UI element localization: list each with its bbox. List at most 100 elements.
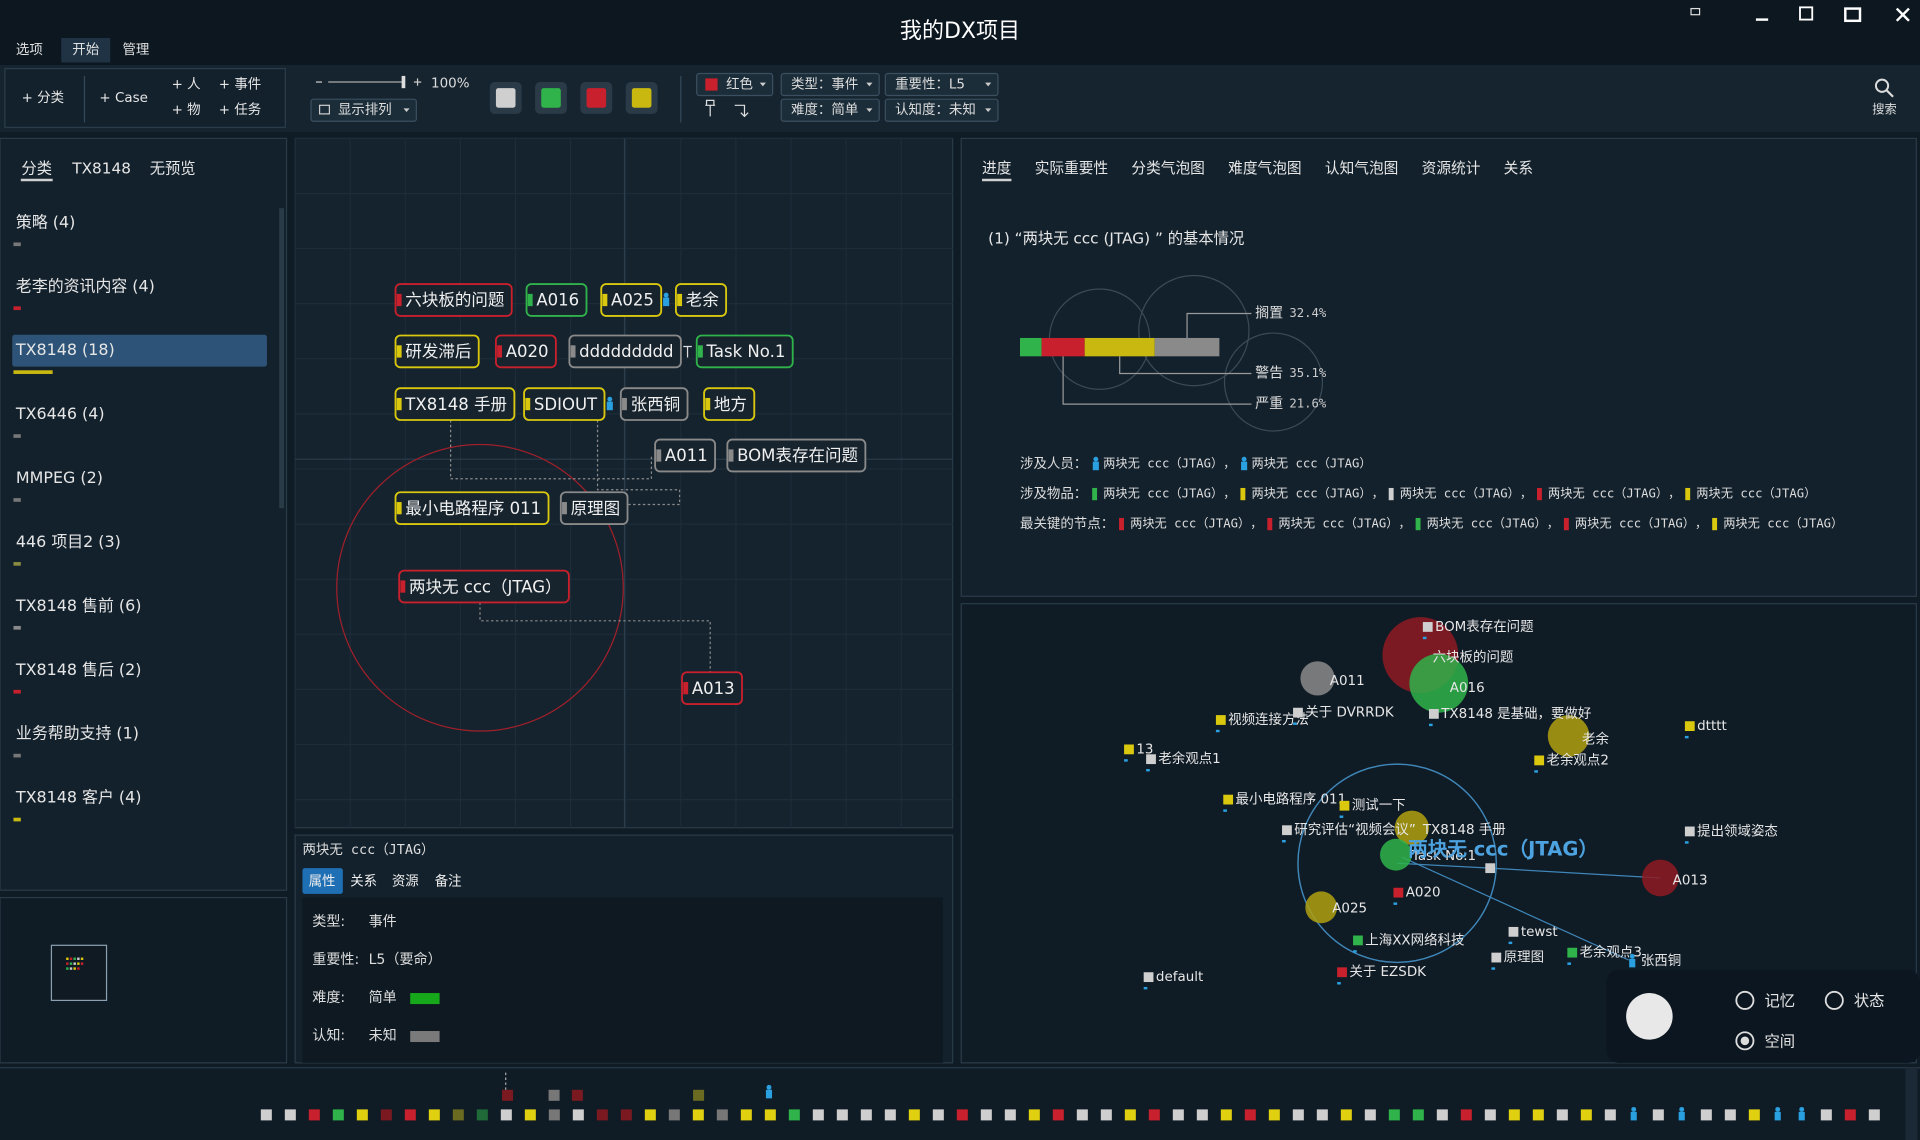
- graph-label[interactable]: 老余观点1: [1158, 750, 1220, 767]
- canvas-node[interactable]: [394, 334, 480, 369]
- category-item[interactable]: MMPEG (2): [16, 468, 103, 487]
- right-tab[interactable]: 难度气泡图: [1228, 160, 1301, 177]
- graph-label[interactable]: 老余观点3: [1580, 944, 1642, 961]
- toolbar-button[interactable]: + Case: [99, 91, 147, 106]
- left-tab[interactable]: TX8148: [71, 159, 131, 177]
- node-label[interactable]: 研发滞后: [405, 342, 471, 361]
- detail-tab[interactable]: 备注: [435, 873, 462, 890]
- row-item[interactable]: 两块无 ccc（JTAG）: [1696, 487, 1816, 501]
- node-label[interactable]: A016: [536, 291, 579, 310]
- graph-label[interactable]: 研究评估“视频会议”: [1294, 822, 1416, 838]
- node-label[interactable]: TX8148 手册: [404, 395, 507, 414]
- row-item[interactable]: 两块无 ccc（JTAG）: [1251, 457, 1371, 471]
- canvas-node[interactable]: [619, 387, 689, 421]
- right-tab[interactable]: 关系: [1504, 160, 1533, 177]
- filter-label[interactable]: 难度：简单: [791, 101, 858, 118]
- row-item[interactable]: 两块无 ccc（JTAG）: [1575, 517, 1695, 531]
- graph-label[interactable]: A016: [1450, 681, 1485, 696]
- canvas-node[interactable]: [681, 671, 743, 705]
- right-tab[interactable]: 实际重要性: [1035, 160, 1108, 177]
- detail-tab[interactable]: 资源: [392, 874, 419, 890]
- node-label[interactable]: SDIOUT: [534, 395, 598, 414]
- node-label[interactable]: A020: [506, 342, 549, 361]
- radio-button[interactable]: [1824, 990, 1844, 1010]
- category-item[interactable]: 策略 (4): [16, 212, 75, 231]
- toolbar-button[interactable]: + 事件: [219, 76, 261, 92]
- graph-label[interactable]: 测试一下: [1352, 798, 1406, 814]
- graph-label[interactable]: 老余: [1582, 731, 1609, 748]
- filter-label[interactable]: 重要性：L5: [895, 76, 965, 92]
- canvas-node[interactable]: [600, 283, 663, 317]
- category-item[interactable]: TX8148 售前 (6): [15, 596, 142, 615]
- graph-label[interactable]: 提出领域姿态: [1697, 823, 1778, 839]
- canvas-node[interactable]: [394, 283, 513, 317]
- canvas-node[interactable]: [654, 438, 716, 473]
- graph-label[interactable]: 上海XX网络科技: [1365, 932, 1464, 948]
- row-item[interactable]: 两块无 ccc（JTAG）: [1278, 517, 1398, 531]
- canvas-node[interactable]: [675, 283, 728, 317]
- category-item[interactable]: TX8148 客户 (4): [15, 788, 142, 807]
- left-tab[interactable]: 无预览: [150, 159, 196, 177]
- category-item[interactable]: TX8148 (18): [15, 340, 115, 359]
- right-tab[interactable]: 资源统计: [1422, 160, 1481, 177]
- graph-label[interactable]: A025: [1332, 902, 1367, 917]
- graph-label[interactable]: A011: [1330, 674, 1365, 689]
- graph-label[interactable]: 六块板的问题: [1433, 650, 1514, 666]
- row-item[interactable]: 两块无 ccc（JTAG）: [1400, 487, 1520, 501]
- node-label[interactable]: 两块无 ccc（JTAG）: [409, 577, 562, 596]
- radio-button[interactable]: [1735, 1031, 1755, 1051]
- category-item[interactable]: 446 项目2 (3): [16, 532, 121, 551]
- graph-label[interactable]: BOM表存在问题: [1435, 619, 1533, 635]
- canvas-node[interactable]: [695, 334, 794, 369]
- graph-label[interactable]: A020: [1406, 886, 1441, 901]
- category-item[interactable]: TX6446 (4): [15, 404, 105, 423]
- radio-label[interactable]: 空间: [1764, 1033, 1795, 1051]
- graph-label[interactable]: dtttt: [1697, 719, 1727, 734]
- canvas-node[interactable]: [703, 387, 756, 421]
- row-item[interactable]: 两块无 ccc（JTAG）: [1723, 517, 1843, 531]
- node-label[interactable]: 原理图: [571, 499, 621, 518]
- row-item[interactable]: 两块无 ccc（JTAG）: [1251, 487, 1371, 501]
- canvas-node[interactable]: [559, 491, 629, 525]
- color-label[interactable]: 红色: [726, 75, 753, 92]
- radio-label[interactable]: 状态: [1854, 992, 1885, 1010]
- filter-label[interactable]: 认知度：未知: [895, 101, 976, 118]
- graph-label[interactable]: 老余观点2: [1547, 751, 1609, 768]
- node-label[interactable]: BOM表存在问题: [737, 446, 858, 465]
- node-label[interactable]: A025: [611, 291, 654, 310]
- node-label[interactable]: Task No.1: [706, 342, 786, 361]
- arrange-label[interactable]: 显示排列: [338, 102, 392, 118]
- radio-label[interactable]: 记忆: [1764, 992, 1795, 1010]
- node-label[interactable]: 地方: [714, 395, 747, 414]
- toolbar-button[interactable]: + 人: [172, 76, 201, 92]
- canvas-node[interactable]: [568, 334, 682, 369]
- graph-label[interactable]: 关于 EZSDK: [1349, 964, 1427, 980]
- menu-item[interactable]: 管理: [122, 42, 149, 58]
- node-label[interactable]: 老余: [686, 291, 720, 310]
- category-item[interactable]: TX8148 售后 (2): [15, 660, 142, 679]
- menu-item[interactable]: 开始: [72, 42, 99, 58]
- row-item[interactable]: 两块无 ccc（JTAG）: [1130, 517, 1250, 531]
- toolbar-button[interactable]: + 分类: [22, 90, 64, 106]
- filter-label[interactable]: 类型：事件: [791, 76, 858, 92]
- row-item[interactable]: 两块无 ccc（JTAG）: [1548, 487, 1668, 501]
- category-item[interactable]: 老李的资讯内容 (4): [16, 276, 155, 295]
- canvas-node[interactable]: [726, 438, 867, 473]
- graph-label[interactable]: A013: [1673, 873, 1708, 888]
- right-tab[interactable]: 认知气泡图: [1325, 160, 1398, 177]
- graph-label[interactable]: default: [1156, 970, 1203, 985]
- node-label[interactable]: A011: [665, 446, 708, 465]
- graph-label[interactable]: 最小电路程序 011: [1236, 792, 1347, 808]
- right-tab[interactable]: 进度: [982, 160, 1012, 177]
- graph-label[interactable]: tewst: [1521, 925, 1558, 940]
- zoom-level[interactable]: 100%: [431, 76, 470, 91]
- toolbar-button[interactable]: + 任务: [219, 102, 261, 118]
- canvas-node[interactable]: [394, 387, 516, 421]
- toolbar-button[interactable]: + 物: [172, 102, 201, 118]
- graph-label[interactable]: 原理图: [1504, 951, 1544, 966]
- row-item[interactable]: 两块无 ccc（JTAG）: [1427, 517, 1547, 531]
- graph-label[interactable]: 张西铜: [1641, 953, 1681, 969]
- canvas-node[interactable]: [394, 491, 550, 525]
- canvas-node[interactable]: [495, 334, 557, 369]
- node-label[interactable]: 张西铜: [631, 395, 681, 414]
